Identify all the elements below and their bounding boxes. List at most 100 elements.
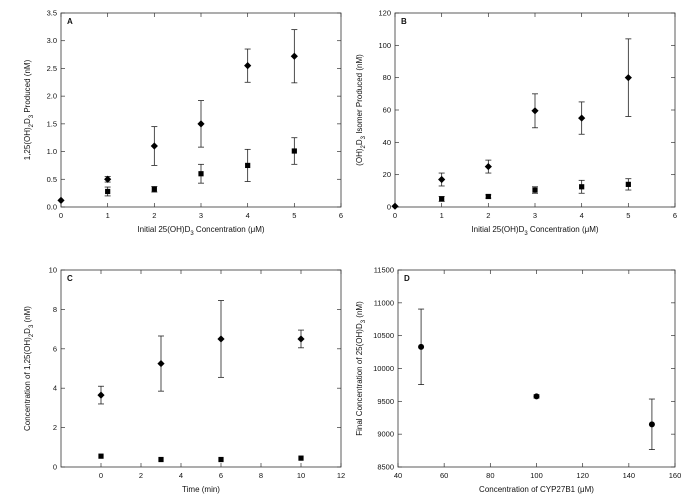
series-diamond <box>57 29 298 204</box>
x-tick-label: 5 <box>626 211 630 220</box>
series-square <box>104 137 298 197</box>
data-point-diamond <box>297 335 305 343</box>
x-tick-label: 5 <box>292 211 296 220</box>
y-tick-label: 10000 <box>373 364 394 373</box>
y-tick-label: 3.5 <box>47 9 57 18</box>
data-point-diamond <box>150 142 158 150</box>
data-point-diamond <box>97 391 105 399</box>
data-point-diamond <box>531 107 539 115</box>
y-axis-title: 1,25(OH)2D3 Produced (nM) <box>23 59 35 160</box>
panel-letter: C <box>67 274 73 283</box>
y-axis-title: (OH)2D3 Isomer Produced (nM) <box>355 54 367 166</box>
x-axis-title: Time (min) <box>182 485 220 494</box>
x-tick-label: 1 <box>440 211 444 220</box>
y-tick-label: 1.5 <box>47 119 57 128</box>
data-point-diamond <box>197 120 205 128</box>
y-tick-label: 8 <box>53 305 57 314</box>
series-diamond <box>391 38 632 210</box>
x-tick-label: 10 <box>297 471 305 480</box>
data-point-square <box>579 184 585 190</box>
x-tick-label: 0 <box>393 211 397 220</box>
series-square <box>98 453 304 463</box>
x-axis-title: Initial 25(OH)D3 Concentration (μM) <box>471 225 598 237</box>
y-tick-label: 10500 <box>373 331 394 340</box>
y-axis-title: Concentration of 1,25(OH)2D3 (nM) <box>23 306 35 431</box>
y-tick-label: 9500 <box>377 397 394 406</box>
data-point-circle <box>648 421 655 428</box>
plot-frame <box>397 269 676 468</box>
x-tick-label: 2 <box>139 471 143 480</box>
x-tick-label: 160 <box>669 471 682 480</box>
panel-c: C 0 2 4 6 8 10 12 0 2 4 6 8 10 Time (min) Concentration… <box>23 266 345 495</box>
data-point-square <box>439 196 445 202</box>
x-tick-label: 100 <box>530 471 543 480</box>
y-tick-label: 60 <box>383 106 391 115</box>
y-tick-label: 100 <box>378 41 391 50</box>
data-point-diamond <box>217 335 225 343</box>
data-point-square <box>105 188 111 195</box>
data-point-diamond <box>484 162 492 171</box>
panel-letter: A <box>67 17 73 26</box>
data-point-diamond <box>438 175 446 184</box>
data-point-square <box>298 455 304 461</box>
series-diamond <box>97 300 305 405</box>
x-tick-label: 0 <box>99 471 103 480</box>
y-tick-label: 11500 <box>374 266 394 275</box>
y-tick-label: 40 <box>383 138 391 147</box>
x-tick-label: 8 <box>259 471 263 480</box>
data-point-square <box>245 162 251 169</box>
x-tick-label: 120 <box>576 471 589 480</box>
y-tick-label: 0.5 <box>47 175 57 184</box>
x-tick-label: 40 <box>394 471 402 480</box>
x-tick-label: 60 <box>440 471 448 480</box>
series-square <box>438 178 632 202</box>
y-tick-label: 9000 <box>377 430 394 439</box>
y-tick-label: 2 <box>53 423 57 432</box>
y-tick-label: 0 <box>53 463 57 472</box>
data-point-diamond <box>57 196 65 204</box>
x-tick-label: 4 <box>580 211 584 220</box>
series-circle <box>418 308 655 450</box>
y-tick-label: 8500 <box>377 463 394 472</box>
panel-letter: D <box>404 274 410 283</box>
x-tick-label: 6 <box>219 471 223 480</box>
y-tick-label: 0 <box>387 203 391 212</box>
data-point-diamond <box>578 114 586 122</box>
y-tick-label: 1.0 <box>47 147 57 156</box>
data-point-circle <box>418 343 425 350</box>
y-tick-label: 6 <box>53 344 57 353</box>
data-point-square <box>625 181 631 187</box>
x-tick-label: 140 <box>623 471 636 480</box>
plot-frame <box>60 269 342 468</box>
x-tick-label: 4 <box>246 211 250 220</box>
data-point-diamond <box>104 175 112 183</box>
panel-a: A 0 1 2 3 4 5 6 0.0 0.5 1.0 1.5 2.0 2.5 3.0 3.5 Initial … <box>23 9 343 238</box>
y-tick-label: 4 <box>53 384 57 393</box>
data-point-square <box>218 456 224 463</box>
x-tick-label: 2 <box>486 211 490 220</box>
y-tick-label: 11000 <box>374 298 394 307</box>
data-point-diamond <box>391 202 399 210</box>
data-point-square <box>198 171 204 177</box>
y-axis-title: Final Concentration of 25(OH)D3 (nM) <box>355 301 367 436</box>
data-point-square <box>158 456 164 463</box>
x-tick-label: 0 <box>59 211 63 220</box>
x-tick-label: 3 <box>199 211 203 220</box>
data-point-square <box>151 186 157 192</box>
x-tick-label: 3 <box>533 211 537 220</box>
x-axis-title: Concentration of CYP27B1 (μM) <box>479 485 594 494</box>
x-tick-label: 6 <box>339 211 343 220</box>
data-point-square <box>291 148 297 154</box>
data-point-circle <box>533 393 540 400</box>
data-point-square <box>532 187 538 193</box>
y-tick-label: 2.0 <box>47 92 57 101</box>
x-axis-title: Initial 25(OH)D3 Concentration (μM) <box>137 225 264 237</box>
y-tick-label: 3.0 <box>47 36 57 45</box>
panel-letter: B <box>401 17 407 26</box>
data-point-square <box>485 193 491 200</box>
data-point-diamond <box>290 52 298 60</box>
data-point-diamond <box>624 74 632 82</box>
x-tick-label: 80 <box>486 471 494 480</box>
